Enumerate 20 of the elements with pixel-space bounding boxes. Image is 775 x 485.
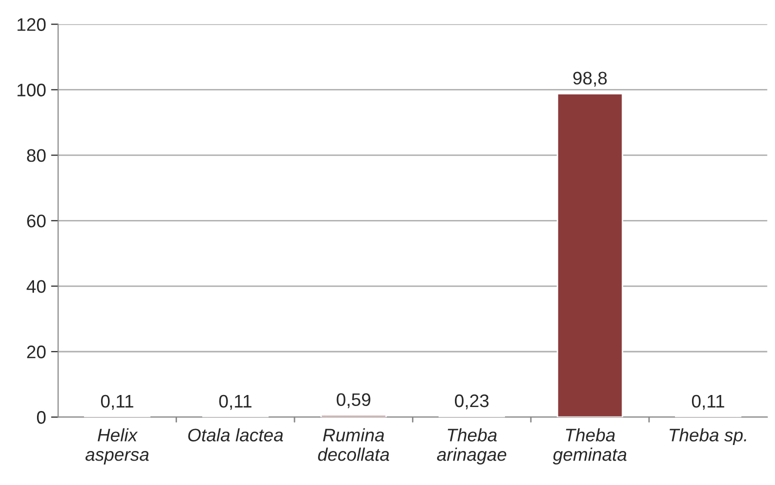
data-label: 98,8 (573, 72, 607, 87)
data-label: 0,11 (219, 394, 252, 410)
y-tick-label: 40 (26, 280, 46, 293)
y-tick-label: 120 (18, 18, 46, 31)
y-tick-label: 0 (36, 411, 46, 424)
data-label: 0,11 (101, 394, 134, 410)
x-tick-label: Theba geminata (552, 428, 626, 464)
x-tick-label: Theba arinagae (437, 428, 506, 464)
bar (556, 92, 624, 418)
y-tick-label: 100 (18, 84, 46, 96)
x-tick-label: Rumina decollata (318, 428, 390, 461)
data-label: 0,23 (454, 394, 489, 410)
data-label: 0,59 (336, 393, 370, 408)
x-tick-label: Helix aspersa (86, 428, 149, 464)
y-tick-label: 60 (27, 214, 46, 228)
x-tick-label: Theba sp. (670, 428, 746, 446)
data-label: 0,11 (692, 394, 724, 410)
x-tick-label: Otala lactea (188, 428, 283, 442)
y-tick-label: 20 (27, 346, 46, 358)
y-tick-label: 80 (27, 149, 46, 162)
